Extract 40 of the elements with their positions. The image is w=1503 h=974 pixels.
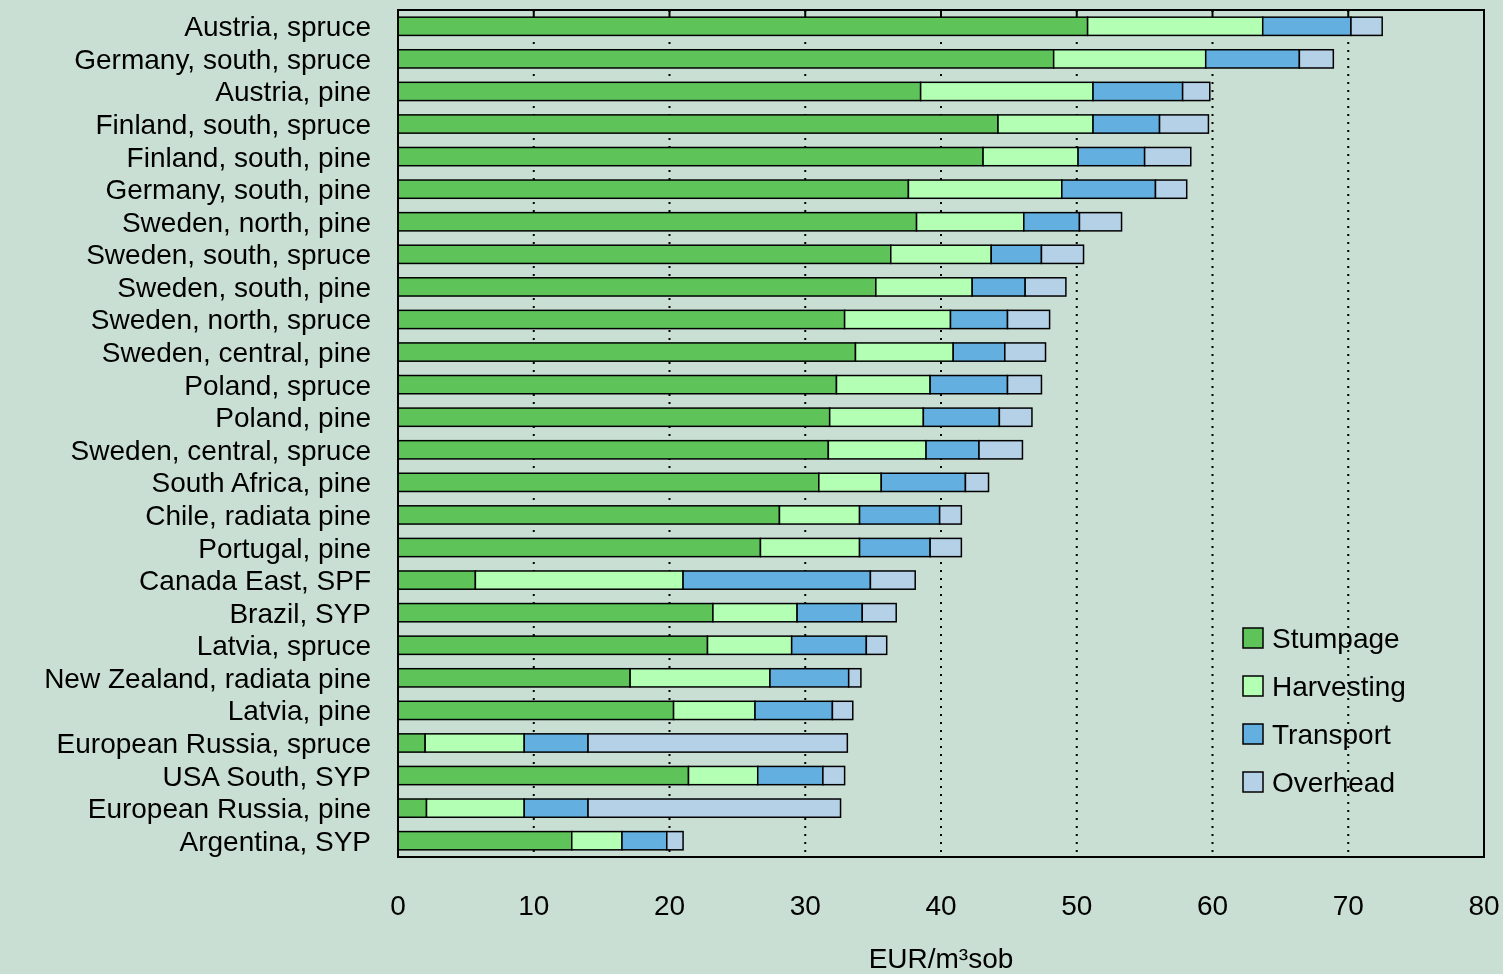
y-tick-label: Finland, south, pine <box>126 141 371 173</box>
y-tick-label: European Russia, pine <box>87 793 371 825</box>
y-tick-label: Sweden, south, pine <box>117 271 371 303</box>
y-tick-label: Sweden, north, spruce <box>90 304 371 336</box>
y-tick-label: Portugal, pine <box>198 532 371 564</box>
legend-label: Overhead <box>1272 767 1395 798</box>
y-tick-label: Germany, south, pine <box>105 174 371 206</box>
legend-label: Stumpage <box>1272 623 1400 654</box>
y-tick-label: Poland, pine <box>215 402 371 434</box>
y-tick-label: USA South, SYP <box>162 760 371 792</box>
x-tick-label: 50 <box>1061 890 1093 921</box>
y-tick-label: Sweden, central, pine <box>101 337 371 369</box>
x-tick-label: 10 <box>518 890 550 921</box>
y-tick-label: Latvia, pine <box>227 695 371 727</box>
y-tick-label: Poland, spruce <box>184 369 371 401</box>
y-tick-label: Austria, pine <box>215 76 371 108</box>
x-tick-label: 0 <box>390 890 406 921</box>
y-tick-label: Brazil, SYP <box>229 597 371 629</box>
x-tick-label: 20 <box>653 890 686 921</box>
y-tick-label: Latvia, spruce <box>196 630 371 662</box>
y-tick-label: Sweden, south, spruce <box>86 239 371 271</box>
x-tick-label: 40 <box>925 890 957 921</box>
y-tick-label: Sweden, north, pine <box>121 206 371 238</box>
x-tick-label: 60 <box>1196 890 1229 921</box>
x-tick-label: 80 <box>1468 890 1500 921</box>
y-tick-label: Finland, south, spruce <box>95 109 371 141</box>
y-tick-label: Chile, radiata pine <box>145 499 371 531</box>
y-tick-label: Argentina, SYP <box>179 825 371 857</box>
y-tick-label: Sweden, central, spruce <box>70 434 371 466</box>
y-tick-label: Germany, south, spruce <box>74 43 371 75</box>
x-tick-label: 70 <box>1332 890 1364 921</box>
legend-label: Transport <box>1272 719 1391 750</box>
y-tick-label: Canada East, SPF <box>139 565 371 597</box>
y-tick-label: Austria, spruce <box>184 11 371 43</box>
legend-label: Harvesting <box>1272 671 1406 702</box>
y-tick-label: South Africa, pine <box>151 467 371 499</box>
x-axis-title: EUR/m³sob <box>868 943 1014 974</box>
y-tick-label: European Russia, spruce <box>56 727 371 759</box>
y-tick-label: New Zealand, radiata pine <box>44 662 371 694</box>
x-tick-label: 30 <box>789 890 821 921</box>
